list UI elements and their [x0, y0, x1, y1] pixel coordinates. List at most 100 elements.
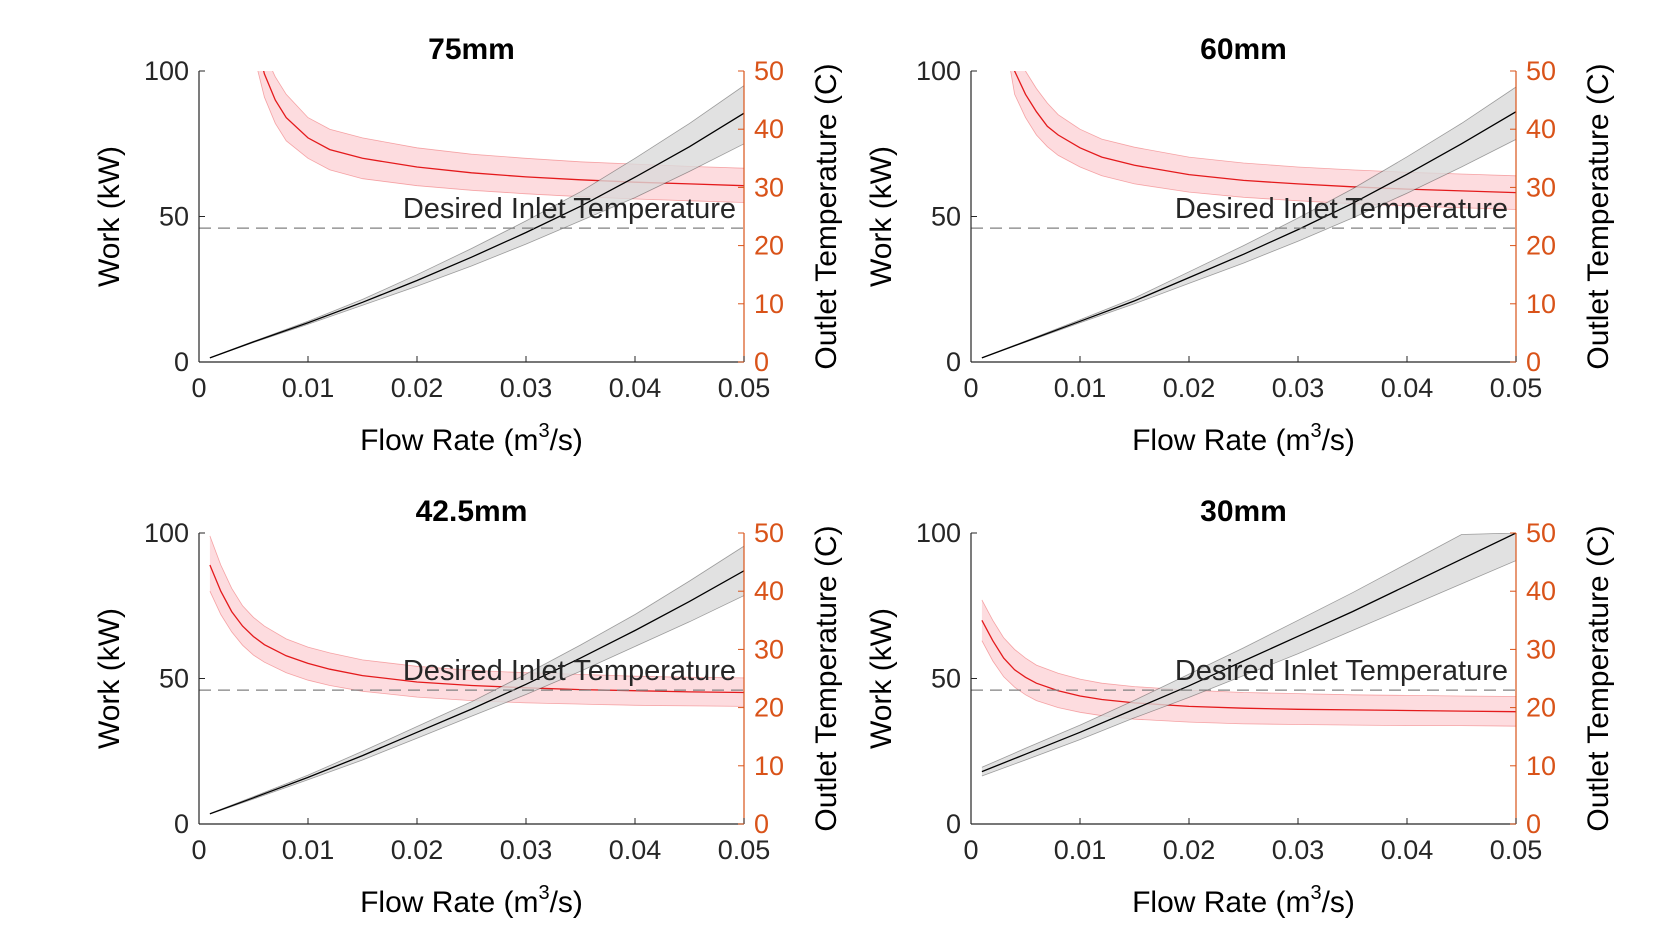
- x-axis-label: Flow Rate (m3/s): [1132, 420, 1355, 457]
- work-band-lower: [209, 595, 744, 815]
- work-band-upper: [981, 533, 1516, 768]
- y-tick-label-right: 50: [1526, 56, 1556, 86]
- y-tick-label-left: 50: [159, 202, 189, 232]
- y-tick-label-right: 10: [1526, 751, 1556, 781]
- x-axis-label: Flow Rate (m3/s): [1132, 882, 1355, 919]
- temperature-band-upper: [981, 599, 1516, 697]
- work-band-upper: [209, 545, 744, 814]
- plot-area: [209, 535, 744, 815]
- chart-panel-1: Desired Inlet Temperature 0 0.01 0.02 0.03 0.…: [865, 33, 1615, 457]
- temperature-band: [209, 535, 744, 707]
- y-tick-label-right: 0: [1526, 347, 1541, 377]
- plot-area: [981, 71, 1516, 359]
- y-axis-label-left: Work (kW): [93, 146, 126, 287]
- y-tick-label-left: 0: [946, 347, 961, 377]
- x-axis-label-main: Flow Rate (m: [1132, 424, 1310, 457]
- y-axis-label-right: Outlet Temperature (C): [810, 63, 843, 369]
- x-tick-label: 0: [191, 373, 206, 403]
- y-axis-label-right: Outlet Temperature (C): [1582, 63, 1615, 369]
- chart-panel-2: Desired Inlet Temperature 0 0.01 0.02 0.03 0.…: [93, 495, 843, 919]
- x-tick-label: 0.05: [1490, 373, 1543, 403]
- x-tick-label: 0: [963, 373, 978, 403]
- x-tick-label: 0: [963, 835, 978, 865]
- x-tick-label: 0.01: [1054, 835, 1107, 865]
- work-line: [209, 112, 744, 359]
- temperature-band-upper: [272, 71, 744, 169]
- chart-panel-3: Desired Inlet Temperature 0 0.01 0.02 0.03 0.…: [865, 495, 1615, 919]
- x-axis-label-end: /s): [1322, 886, 1355, 919]
- y-axis-label-left: Work (kW): [93, 608, 126, 749]
- x-tick-label: 0.03: [500, 373, 553, 403]
- y-tick-label-left: 50: [931, 664, 961, 694]
- work-band-lower: [209, 143, 744, 359]
- work-band-upper: [981, 86, 1516, 358]
- y-tick-label-left: 0: [174, 809, 189, 839]
- x-axis-label-end: /s): [1322, 424, 1355, 457]
- x-tick-label: 0.01: [1054, 373, 1107, 403]
- x-axis-label: Flow Rate (m3/s): [360, 882, 583, 919]
- desired-inlet-label: Desired Inlet Temperature: [403, 193, 736, 225]
- x-tick-label: 0.01: [282, 835, 335, 865]
- temperature-line: [981, 619, 1516, 713]
- y-tick-label-right: 30: [754, 634, 784, 664]
- temperature-band: [981, 599, 1516, 727]
- y-tick-label-right: 10: [754, 751, 784, 781]
- x-tick-label: 0.03: [1272, 835, 1325, 865]
- y-axis-label-right: Outlet Temperature (C): [1582, 525, 1615, 831]
- x-tick-label: 0.03: [500, 835, 553, 865]
- chart-title: 30mm: [1200, 495, 1287, 528]
- plot-area: [981, 533, 1516, 777]
- y-tick-label-right: 0: [754, 809, 769, 839]
- x-tick-label: 0.05: [718, 373, 771, 403]
- y-tick-label-left: 0: [946, 809, 961, 839]
- y-tick-label-right: 50: [754, 56, 784, 86]
- x-tick-label: 0.04: [609, 373, 662, 403]
- y-tick-label-left: 50: [159, 664, 189, 694]
- x-tick-label: 0.02: [391, 373, 444, 403]
- x-tick-label: 0.01: [282, 373, 335, 403]
- work-line: [981, 533, 1516, 773]
- y-tick-label-right: 40: [1526, 576, 1556, 606]
- x-axis-label-main: Flow Rate (m: [360, 424, 538, 457]
- x-axis-label-sup: 3: [1310, 420, 1321, 442]
- desired-inlet-label: Desired Inlet Temperature: [403, 655, 736, 687]
- x-tick-label: 0.02: [1163, 373, 1216, 403]
- y-tick-label-right: 50: [754, 518, 784, 548]
- y-tick-label-left: 100: [144, 518, 189, 548]
- work-band-lower: [981, 139, 1516, 359]
- x-axis-label-end: /s): [550, 424, 583, 457]
- chart-title: 75mm: [428, 33, 515, 66]
- plot-area: [209, 71, 744, 359]
- y-tick-label-right: 40: [754, 114, 784, 144]
- y-tick-label-right: 30: [754, 172, 784, 202]
- x-axis-label: Flow Rate (m3/s): [360, 420, 583, 457]
- y-tick-label-right: 40: [1526, 114, 1556, 144]
- y-tick-label-right: 20: [1526, 693, 1556, 723]
- work-line: [209, 570, 744, 815]
- x-axis-label-main: Flow Rate (m: [1132, 886, 1310, 919]
- y-tick-label-left: 100: [144, 56, 189, 86]
- work-band-upper: [209, 85, 744, 358]
- y-tick-label-right: 20: [1526, 231, 1556, 261]
- x-tick-label: 0.05: [1490, 835, 1543, 865]
- y-tick-label-right: 40: [754, 576, 784, 606]
- y-tick-label-right: 0: [1526, 809, 1541, 839]
- desired-inlet-label: Desired Inlet Temperature: [1175, 193, 1508, 225]
- y-tick-label-right: 10: [1526, 289, 1556, 319]
- temperature-band-upper: [1025, 71, 1516, 177]
- x-tick-label: 0.02: [391, 835, 444, 865]
- x-tick-label: 0: [191, 835, 206, 865]
- y-tick-label-left: 100: [916, 518, 961, 548]
- y-tick-label-right: 20: [754, 693, 784, 723]
- temperature-band-upper: [209, 535, 744, 679]
- x-tick-label: 0.05: [718, 835, 771, 865]
- x-axis-label-sup: 3: [1310, 882, 1321, 904]
- chart-title: 60mm: [1200, 33, 1287, 66]
- y-tick-label-right: 30: [1526, 634, 1556, 664]
- x-axis-label-sup: 3: [538, 882, 549, 904]
- y-tick-label-right: 30: [1526, 172, 1556, 202]
- y-tick-label-right: 10: [754, 289, 784, 319]
- x-tick-label: 0.04: [609, 835, 662, 865]
- x-tick-label: 0.04: [1381, 373, 1434, 403]
